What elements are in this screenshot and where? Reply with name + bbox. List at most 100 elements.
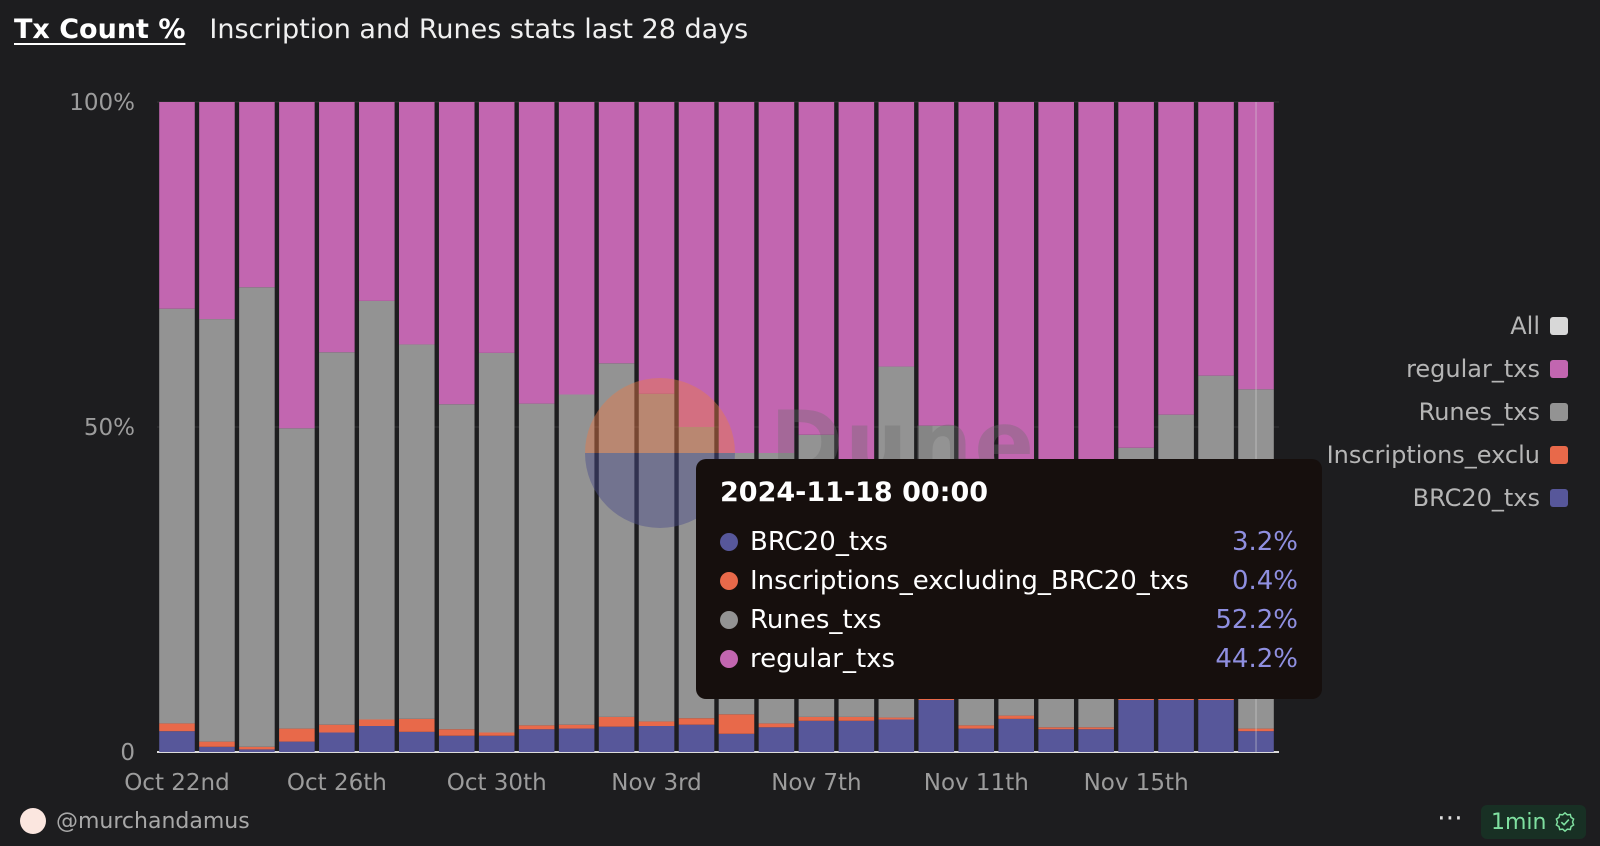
bar-segment[interactable] [798, 102, 835, 435]
author-info[interactable]: @murchandamus [20, 808, 250, 834]
bar-segment[interactable] [1078, 727, 1114, 730]
bar-segment[interactable] [398, 731, 435, 752]
bar-segment[interactable] [159, 731, 195, 752]
bar-segment[interactable] [1038, 102, 1074, 461]
bar-segment[interactable] [918, 102, 955, 426]
bar-segment[interactable] [1158, 700, 1194, 752]
more-options-icon[interactable]: ⋯ [1437, 803, 1465, 833]
bar-segment[interactable] [478, 102, 515, 353]
bar-segment[interactable] [998, 102, 1035, 463]
bar-segment[interactable] [1118, 700, 1154, 752]
bar-segment[interactable] [878, 717, 915, 720]
bar-segment[interactable] [1078, 102, 1114, 461]
bar-segment[interactable] [958, 725, 995, 729]
bar-segment[interactable] [1038, 729, 1074, 752]
bar-segment[interactable] [279, 428, 315, 729]
bar-segment[interactable] [838, 102, 875, 464]
bar-segment[interactable] [319, 732, 355, 753]
bar-segment[interactable] [359, 719, 395, 727]
bar-segment[interactable] [798, 720, 835, 752]
bar-segment[interactable] [359, 726, 395, 752]
bar-segment[interactable] [279, 102, 315, 429]
bar-segment[interactable] [438, 102, 475, 405]
bar-segment[interactable] [319, 352, 355, 725]
bar-segment[interactable] [159, 308, 195, 724]
bar-segment[interactable] [279, 728, 315, 742]
bar-segment[interactable] [878, 102, 915, 367]
bar-segment[interactable] [1078, 729, 1114, 752]
bar-segment[interactable] [558, 102, 595, 395]
bar-segment[interactable] [918, 698, 955, 700]
bar-segment[interactable] [239, 749, 275, 752]
bar-segment[interactable] [558, 394, 595, 725]
bar-segment[interactable] [638, 726, 675, 752]
bar-segment[interactable] [878, 719, 915, 753]
bar-segment[interactable] [199, 102, 235, 320]
bar-segment[interactable] [518, 725, 555, 730]
bar-segment[interactable] [398, 344, 435, 719]
bar-segment[interactable] [279, 741, 315, 752]
bar-segment[interactable] [718, 102, 755, 453]
bar-segment[interactable] [1198, 698, 1234, 700]
bar-segment[interactable] [558, 724, 595, 729]
bar-segment[interactable] [319, 724, 355, 733]
bar-segment[interactable] [518, 729, 555, 752]
bar-segment[interactable] [438, 404, 475, 730]
legend-item-runes-txs[interactable]: Runes_txs [1419, 397, 1568, 427]
bar-segment[interactable] [1118, 102, 1154, 448]
bar-segment[interactable] [1158, 698, 1194, 700]
refresh-badge[interactable]: 1min [1481, 805, 1587, 839]
bar-segment[interactable] [1158, 102, 1194, 415]
bar-segment[interactable] [598, 102, 635, 364]
bar-segment[interactable] [438, 735, 475, 752]
bar-segment[interactable] [598, 363, 635, 717]
bar-segment[interactable] [159, 723, 195, 732]
bar-segment[interactable] [678, 724, 715, 752]
bar-segment[interactable] [438, 729, 475, 736]
bar-segment[interactable] [199, 741, 235, 747]
bar-segment[interactable] [798, 716, 835, 721]
bar-segment[interactable] [239, 287, 275, 747]
bar-segment[interactable] [958, 102, 995, 459]
bar-segment[interactable] [478, 732, 515, 736]
bar-segment[interactable] [518, 102, 555, 404]
bar-segment[interactable] [998, 715, 1035, 719]
bar-segment[interactable] [638, 393, 675, 722]
bar-segment[interactable] [478, 352, 515, 733]
bar-segment[interactable] [998, 718, 1035, 752]
legend-item-brc20-txs[interactable]: BRC20_txs [1413, 483, 1568, 513]
bar-segment[interactable] [918, 700, 955, 752]
legend-item-all[interactable]: All [1510, 311, 1568, 341]
bar-segment[interactable] [398, 718, 435, 732]
bar-segment[interactable] [1118, 698, 1154, 700]
bar-segment[interactable] [678, 718, 715, 725]
bar-segment[interactable] [838, 720, 875, 752]
bar-segment[interactable] [718, 714, 755, 734]
bar-segment[interactable] [239, 746, 275, 750]
bar-segment[interactable] [758, 727, 795, 752]
bar-segment[interactable] [1038, 727, 1074, 730]
bar-segment[interactable] [478, 735, 515, 752]
bar-segment[interactable] [398, 102, 435, 345]
bar-segment[interactable] [758, 102, 795, 453]
bar-segment[interactable] [638, 721, 675, 726]
bar-segment[interactable] [558, 728, 595, 752]
legend-item-inscriptions[interactable]: Inscriptions_exclu [1327, 440, 1568, 470]
bar-segment[interactable] [199, 746, 235, 752]
bar-segment[interactable] [518, 403, 555, 726]
bar-segment[interactable] [1198, 700, 1234, 752]
bar-segment[interactable] [758, 723, 795, 728]
tab-title-tx-count[interactable]: Tx Count % [14, 14, 186, 45]
bar-segment[interactable] [598, 716, 635, 727]
bar-segment[interactable] [678, 102, 715, 427]
bar-segment[interactable] [359, 300, 395, 720]
bar-segment[interactable] [319, 102, 355, 353]
bar-segment[interactable] [958, 728, 995, 752]
bar-segment[interactable] [598, 726, 635, 752]
bar-segment[interactable] [159, 102, 195, 309]
bar-segment[interactable] [638, 102, 675, 394]
bar-segment[interactable] [199, 319, 235, 742]
bar-segment[interactable] [1198, 102, 1234, 376]
legend-item-regular-txs[interactable]: regular_txs [1406, 354, 1568, 384]
bar-segment[interactable] [239, 102, 275, 288]
